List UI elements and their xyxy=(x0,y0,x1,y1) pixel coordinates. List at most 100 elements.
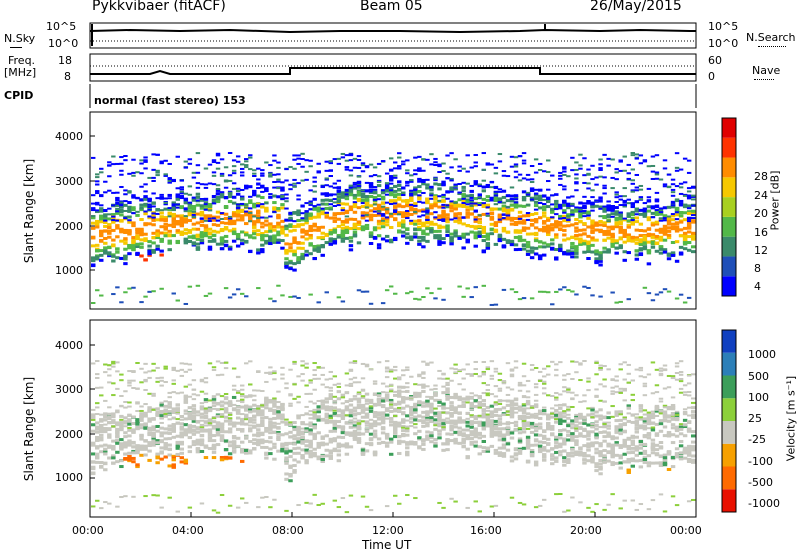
power-cell xyxy=(550,203,555,206)
power-cell xyxy=(175,197,180,201)
power-cell xyxy=(546,243,551,247)
velocity-cell xyxy=(409,375,414,378)
power-cell xyxy=(215,161,221,164)
power-cell xyxy=(352,181,358,184)
power-cell xyxy=(489,222,495,226)
power-cell xyxy=(598,215,603,218)
velocity-cell xyxy=(393,390,398,393)
power-cell xyxy=(658,178,664,181)
power-cell xyxy=(666,226,672,230)
velocity-cell xyxy=(199,378,205,381)
velocity-cell xyxy=(103,423,108,426)
power-cell xyxy=(533,204,539,208)
velocity-cell xyxy=(123,495,128,498)
power-cell xyxy=(356,166,362,169)
power-cell xyxy=(159,225,164,229)
power-cell xyxy=(248,201,253,205)
velocity-cell xyxy=(397,392,402,396)
power-cell xyxy=(191,207,197,211)
power-cell xyxy=(167,248,172,252)
power-cell xyxy=(111,228,116,232)
velocity-cell xyxy=(163,409,168,412)
velocity-cell xyxy=(235,436,241,440)
velocity-cell xyxy=(320,373,325,376)
power-cell xyxy=(215,219,221,222)
power-cell xyxy=(344,193,350,196)
velocity-cell xyxy=(239,413,245,416)
power-cell xyxy=(207,247,213,251)
power-cell xyxy=(509,243,515,247)
power-cell xyxy=(513,205,519,209)
velocity-cell xyxy=(368,405,374,408)
velocity-cell xyxy=(376,401,382,404)
power-cell xyxy=(127,229,132,233)
velocity-cell xyxy=(127,451,132,455)
power-cell xyxy=(614,196,619,199)
velocity-cell xyxy=(167,413,172,416)
velocity-cell xyxy=(421,438,426,442)
power-cell xyxy=(260,234,265,238)
velocity-cell xyxy=(276,427,281,430)
power-cell xyxy=(682,193,688,196)
velocity-cell xyxy=(405,419,410,422)
velocity-cell xyxy=(239,447,245,451)
velocity-cell xyxy=(183,362,189,365)
velocity-cell xyxy=(380,413,386,416)
power-cell xyxy=(195,192,201,196)
power-cell xyxy=(352,222,358,226)
velocity-cell xyxy=(332,409,338,412)
velocity-cell xyxy=(332,429,338,433)
power-cell xyxy=(296,209,301,212)
power-cell xyxy=(280,188,285,191)
power-cell xyxy=(312,215,317,219)
power-cell xyxy=(517,217,523,220)
velocity-cell xyxy=(211,407,217,410)
power-cell xyxy=(517,155,523,158)
power-cell xyxy=(360,205,366,209)
power-cell xyxy=(107,231,112,235)
power-cell xyxy=(119,208,124,212)
velocity-cell xyxy=(417,394,422,398)
power-cell xyxy=(405,292,410,295)
power-cell xyxy=(662,230,668,234)
velocity-cell xyxy=(256,428,261,432)
velocity-cell xyxy=(207,447,213,451)
power-cell xyxy=(115,256,120,260)
velocity-cell xyxy=(179,435,185,439)
velocity-cell xyxy=(304,451,309,455)
power-cell xyxy=(401,220,406,224)
velocity-cell xyxy=(175,412,180,415)
power-cell xyxy=(493,195,499,199)
power-cell xyxy=(481,179,487,182)
velocity-cell xyxy=(413,497,418,500)
power-cell xyxy=(397,221,402,225)
velocity-cell xyxy=(312,369,317,372)
velocity-cell xyxy=(292,397,297,400)
velocity-cell xyxy=(356,438,362,442)
power-cell xyxy=(296,296,301,299)
velocity-cell xyxy=(215,426,221,429)
power-cell xyxy=(401,192,406,195)
power-cell xyxy=(574,161,579,164)
power-cell xyxy=(421,182,426,186)
power-cell xyxy=(384,216,390,219)
power-cell xyxy=(195,234,201,238)
power-cell xyxy=(521,243,527,247)
power-cell xyxy=(308,293,313,296)
power-cell xyxy=(203,219,209,222)
velocity-cell xyxy=(296,433,301,437)
power-cell xyxy=(610,187,615,190)
velocity-cell xyxy=(231,367,237,370)
power-cell xyxy=(103,209,108,213)
velocity-cell xyxy=(417,414,422,418)
power-cell xyxy=(368,175,374,178)
velocity-cell xyxy=(207,419,213,423)
power-cell xyxy=(95,289,100,292)
velocity-cell xyxy=(183,417,189,421)
power-cell xyxy=(477,234,482,238)
velocity-cell xyxy=(151,441,156,445)
power-cell xyxy=(300,212,305,215)
power-cell xyxy=(223,186,229,189)
velocity-cell xyxy=(405,386,410,389)
power-cell xyxy=(533,197,539,201)
